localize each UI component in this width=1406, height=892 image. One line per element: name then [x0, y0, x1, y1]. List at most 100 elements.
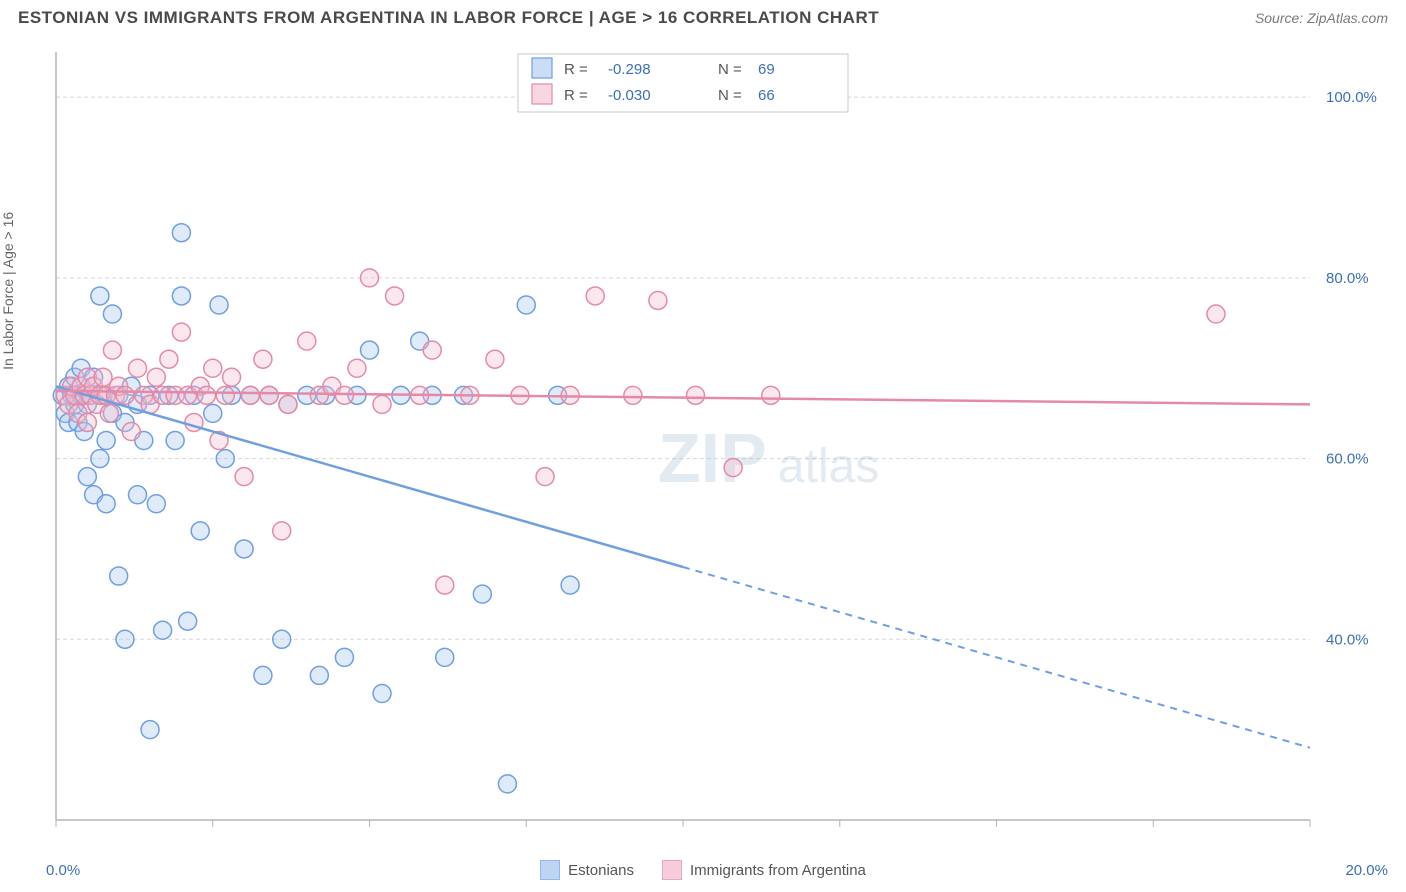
data-point — [273, 630, 291, 648]
r-label: R = — [564, 61, 588, 78]
x-axis-max-label: 20.0% — [1345, 862, 1388, 879]
data-point — [310, 666, 328, 684]
data-point — [561, 576, 579, 594]
chart-container: In Labor Force | Age > 16 40.0%60.0%80.0… — [18, 40, 1388, 842]
data-point — [97, 432, 115, 450]
data-point — [335, 648, 353, 666]
data-point — [172, 323, 190, 341]
data-point — [235, 468, 253, 486]
data-point — [486, 350, 504, 368]
data-point — [254, 666, 272, 684]
scatter-chart: 40.0% 60.0% 80.0% 100.0% ZIPatlas R = -0.298 N … — [18, 40, 1388, 842]
data-point — [348, 359, 366, 377]
y-axis-label: In Labor Force | Age > 16 — [0, 212, 16, 370]
data-point — [179, 612, 197, 630]
data-point — [122, 422, 140, 440]
n-value: 66 — [758, 87, 775, 104]
legend-item: Immigrants from Argentina — [662, 860, 866, 880]
data-point — [100, 404, 118, 422]
data-point — [1207, 305, 1225, 323]
data-point — [436, 648, 454, 666]
data-point — [110, 567, 128, 585]
data-point — [172, 224, 190, 242]
legend-swatch — [662, 860, 682, 880]
data-point — [254, 350, 272, 368]
x-axis-min-label: 0.0% — [46, 862, 80, 879]
legend-swatch — [532, 58, 552, 78]
n-label: N = — [718, 87, 742, 104]
data-point — [273, 522, 291, 540]
data-point — [129, 359, 147, 377]
y-tick-label: 100.0% — [1326, 89, 1377, 106]
data-point — [241, 386, 259, 404]
data-point — [762, 386, 780, 404]
data-point — [97, 495, 115, 513]
data-point — [624, 386, 642, 404]
data-point — [649, 291, 667, 309]
data-point — [335, 386, 353, 404]
data-point — [223, 368, 241, 386]
data-point — [129, 486, 147, 504]
legend-label: Immigrants from Argentina — [690, 862, 866, 879]
data-point — [260, 386, 278, 404]
data-point — [373, 395, 391, 413]
data-point — [423, 341, 441, 359]
y-tick-label: 60.0% — [1326, 451, 1369, 468]
data-point — [154, 621, 172, 639]
y-tick-label: 80.0% — [1326, 270, 1369, 287]
data-point — [116, 630, 134, 648]
source-label: Source: ZipAtlas.com — [1255, 10, 1388, 26]
chart-title: ESTONIAN VS IMMIGRANTS FROM ARGENTINA IN… — [18, 8, 879, 28]
data-point — [279, 395, 297, 413]
legend-item: Estonians — [540, 860, 634, 880]
data-point — [298, 332, 316, 350]
data-point — [361, 341, 379, 359]
data-point — [361, 269, 379, 287]
data-point — [204, 404, 222, 422]
data-point — [586, 287, 604, 305]
n-label: N = — [718, 61, 742, 78]
data-point — [147, 495, 165, 513]
data-point — [191, 522, 209, 540]
r-value: -0.030 — [608, 87, 651, 104]
data-point — [103, 341, 121, 359]
data-point — [536, 468, 554, 486]
data-point — [197, 386, 215, 404]
watermark-text-sub: atlas — [778, 440, 879, 493]
data-point — [498, 775, 516, 793]
watermark-text: ZIP — [658, 419, 767, 497]
legend-swatch — [532, 84, 552, 104]
data-point — [94, 368, 112, 386]
data-point — [78, 468, 96, 486]
data-point — [78, 413, 96, 431]
r-label: R = — [564, 87, 588, 104]
data-point — [91, 287, 109, 305]
y-tick-label: 40.0% — [1326, 631, 1369, 648]
data-point — [116, 386, 134, 404]
legend-items-group: Estonians Immigrants from Argentina — [540, 860, 866, 880]
header-bar: ESTONIAN VS IMMIGRANTS FROM ARGENTINA IN… — [0, 0, 1406, 32]
data-point — [373, 685, 391, 703]
n-value: 69 — [758, 61, 775, 78]
data-point — [172, 287, 190, 305]
data-point — [386, 287, 404, 305]
legend-swatch — [540, 860, 560, 880]
data-point — [91, 450, 109, 468]
data-point — [473, 585, 491, 603]
bottom-legend: 0.0% EstoniansImmigrants from Argentina … — [0, 860, 1406, 880]
data-point — [210, 296, 228, 314]
data-point — [216, 450, 234, 468]
data-point — [436, 576, 454, 594]
legend-label: Estonians — [568, 862, 634, 879]
data-point — [687, 386, 705, 404]
data-point — [160, 350, 178, 368]
data-point — [517, 296, 535, 314]
data-point — [216, 386, 234, 404]
data-point — [141, 721, 159, 739]
r-value: -0.298 — [608, 61, 651, 78]
data-point — [147, 368, 165, 386]
data-point — [235, 540, 253, 558]
data-point — [103, 305, 121, 323]
data-point — [166, 432, 184, 450]
data-point — [204, 359, 222, 377]
